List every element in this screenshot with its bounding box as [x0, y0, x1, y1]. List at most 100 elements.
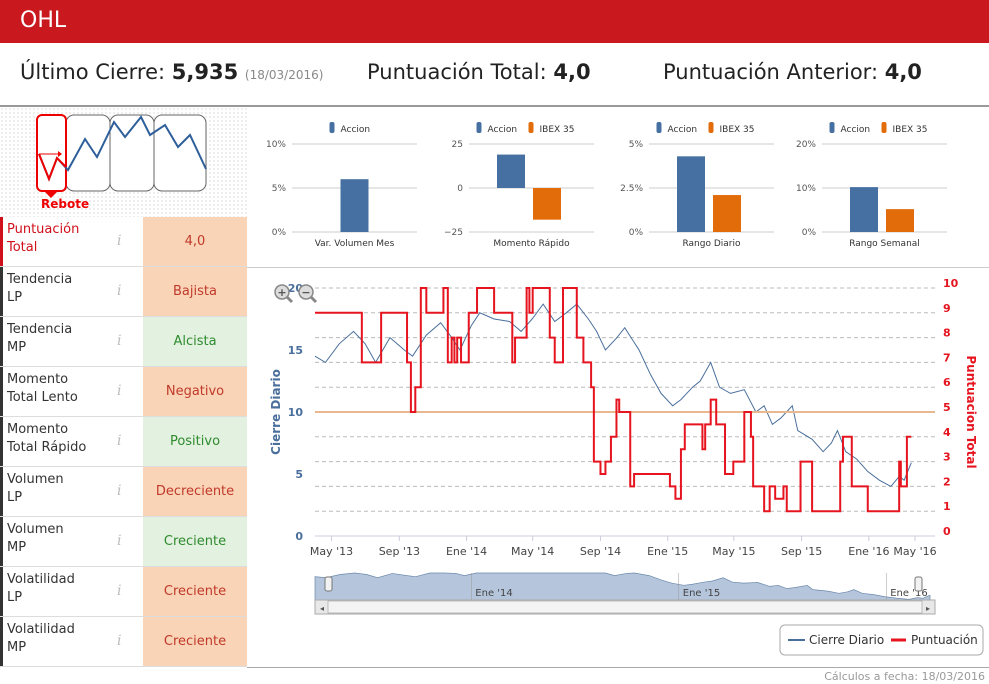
legend-swatch: [329, 122, 335, 133]
legend-swatch: [476, 122, 482, 133]
indicator-label-line2: LP: [7, 290, 23, 305]
series-puntuacion[interactable]: [315, 287, 912, 513]
x-tick-label: Sep '13: [379, 545, 420, 558]
legend-label[interactable]: IBEX 35: [540, 125, 575, 135]
bar-ibex-35[interactable]: [533, 188, 561, 220]
indicator-row: Volumen MP i Creciente: [0, 517, 247, 567]
legend-label[interactable]: IBEX 35: [720, 125, 755, 135]
indicator-label: Puntuación Total: [0, 217, 143, 266]
series-cierre-diario[interactable]: [314, 303, 912, 488]
indicator-label: Volatilidad MP: [0, 617, 143, 666]
last-close-date: (18/03/2016): [244, 68, 324, 82]
last-close-label: Último Cierre:: [20, 60, 166, 84]
indicator-label-line2: LP: [7, 590, 23, 605]
last-close: Último Cierre: 5,935 (18/03/2016): [20, 60, 323, 84]
info-icon[interactable]: i: [117, 283, 122, 299]
indicator-label: Tendencia LP: [0, 267, 143, 316]
indicator-row: Volatilidad LP i Creciente: [0, 567, 247, 617]
right-axis-title: Puntuacion Total: [964, 355, 978, 468]
indicator-label-line2: Total Rápido: [7, 440, 87, 455]
chart-legend: Cierre Diario Puntuación: [779, 624, 984, 656]
indicator-panel: Rebote Puntuación Total i 4,0 Tendencia LP i Ba…: [0, 107, 247, 667]
x-tick-label: Ene '16: [848, 545, 889, 558]
x-tick-label: May '15: [712, 545, 755, 558]
legend-label[interactable]: Accion: [488, 125, 518, 135]
y-tick-label: 0: [457, 184, 463, 194]
right-axis-tick: 0: [943, 525, 951, 538]
pattern-diagram: [36, 114, 207, 198]
indicator-label-line1: Volumen: [7, 472, 64, 487]
y-tick-label: 0%: [629, 228, 644, 238]
legend-label[interactable]: Accion: [668, 125, 698, 135]
indicator-label-line1: Puntuación: [7, 222, 80, 237]
right-axis-tick: 5: [943, 401, 951, 414]
indicator-value: Decreciente: [143, 467, 247, 516]
navigator-tick-label: Ene '14: [475, 588, 512, 599]
pattern-box: [153, 114, 207, 192]
y-tick-label: 20%: [796, 140, 816, 150]
indicator-label-line1: Volatilidad: [7, 572, 75, 587]
indicator-row: Volumen LP i Decreciente: [0, 467, 247, 517]
info-icon[interactable]: i: [117, 633, 122, 649]
info-icon[interactable]: i: [117, 383, 122, 399]
navigator-handle[interactable]: [914, 576, 923, 592]
info-icon[interactable]: i: [117, 433, 122, 449]
info-icon[interactable]: i: [117, 233, 122, 249]
indicator-value: Creciente: [143, 567, 247, 616]
right-axis-tick: 3: [943, 451, 951, 464]
indicator-label: Momento Total Lento: [0, 367, 143, 416]
indicator-label: Volatilidad LP: [0, 567, 143, 616]
divider: [0, 105, 989, 107]
navigator[interactable]: Ene '14 Ene '15 Ene '16: [314, 572, 931, 601]
pattern-box: [65, 114, 111, 192]
indicator-label: Volumen MP: [0, 517, 143, 566]
zoom-out-icon[interactable]: −: [298, 284, 318, 304]
y-tick-label: −25: [444, 228, 463, 238]
indicator-row: Momento Total Rápido i Positivo: [0, 417, 247, 467]
indicator-row: Tendencia MP i Alcista: [0, 317, 247, 367]
scroll-right-icon[interactable]: ▸: [926, 604, 930, 613]
right-axis-tick: 6: [943, 376, 951, 389]
legend-label[interactable]: Accion: [841, 125, 871, 135]
info-icon[interactable]: i: [117, 533, 122, 549]
svg-text:−: −: [301, 286, 310, 299]
mini-bar-chart: 20% 10% 0% Accion IBEX 35 Rango Semanal: [796, 122, 947, 249]
navigator-tick-label: Ene '15: [683, 588, 720, 599]
bar-ibex-35[interactable]: [713, 195, 741, 232]
info-icon[interactable]: i: [117, 583, 122, 599]
legend-swatch: [656, 122, 662, 133]
total-score: Puntuación Total: 4,0: [367, 60, 591, 84]
legend-item-cierre[interactable]: Cierre Diario: [809, 633, 884, 647]
legend-item-puntuacion[interactable]: Puntuación: [911, 633, 978, 647]
pattern-label: Rebote: [41, 197, 90, 211]
scrollbar-thumb[interactable]: [327, 600, 923, 614]
pattern-pointer-icon: [44, 191, 58, 198]
bar-ibex-35[interactable]: [886, 209, 914, 232]
x-tick-label: Ene '15: [647, 545, 688, 558]
pattern-line-highlight: [38, 153, 67, 182]
legend-label[interactable]: IBEX 35: [893, 125, 928, 135]
stock-title: OHL: [20, 8, 67, 33]
bar-accion[interactable]: [677, 156, 705, 232]
category-label: Momento Rápido: [493, 239, 570, 249]
previous-score-label: Puntuación Anterior:: [663, 60, 879, 84]
indicator-value: Positivo: [143, 417, 247, 466]
indicator-row: Volatilidad MP i Creciente: [0, 617, 247, 667]
info-icon[interactable]: i: [117, 483, 122, 499]
indicator-row: Puntuación Total i 4,0: [0, 217, 247, 267]
left-axis-title: Cierre Diario: [269, 369, 283, 455]
scroll-left-icon[interactable]: ◂: [320, 604, 324, 613]
info-icon[interactable]: i: [117, 333, 122, 349]
total-score-label: Puntuación Total:: [367, 60, 547, 84]
right-axis-tick: 2: [943, 475, 951, 488]
bar-accion[interactable]: [850, 187, 878, 232]
indicator-label-line1: Tendencia: [7, 322, 73, 337]
bar-accion[interactable]: [340, 179, 369, 232]
legend-label[interactable]: Accion: [341, 125, 371, 135]
right-axis-tick: 4: [943, 426, 951, 439]
indicator-label: Volumen LP: [0, 467, 143, 516]
zoom-in-icon[interactable]: +: [274, 284, 294, 304]
navigator-handle[interactable]: [324, 576, 333, 592]
bar-accion[interactable]: [497, 154, 525, 188]
